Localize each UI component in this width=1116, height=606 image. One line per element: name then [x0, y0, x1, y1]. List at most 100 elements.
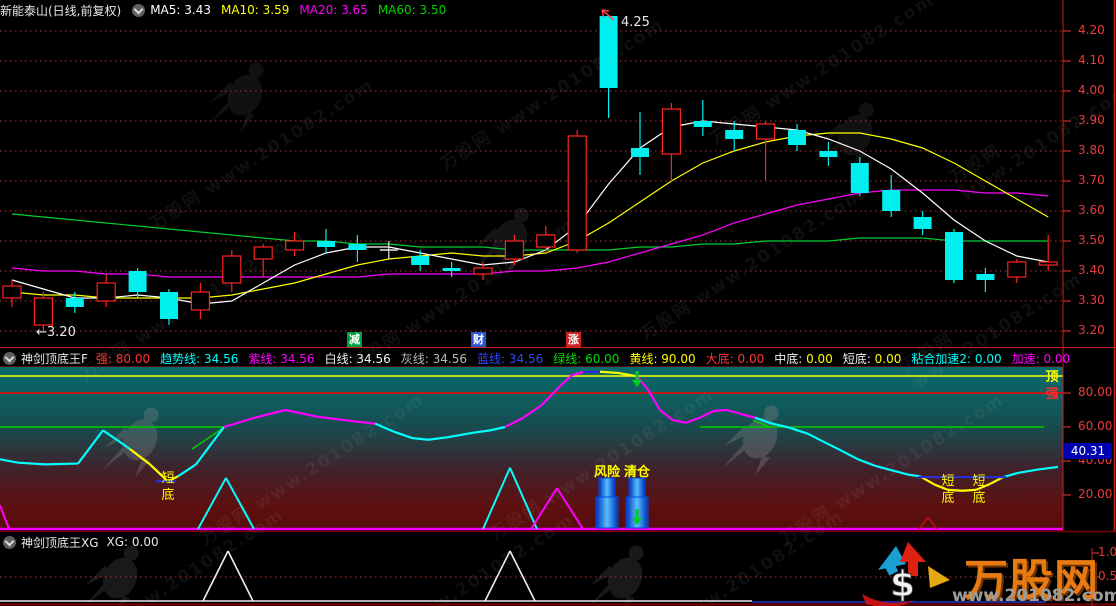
candle-down	[599, 16, 618, 88]
ma-legend-item: MA5: 3.43	[150, 3, 211, 17]
price-axis-label: 3.60	[1078, 203, 1105, 217]
current-value-badge: 40.31	[1064, 443, 1112, 459]
stat-item: 强: 80.00	[95, 351, 151, 366]
candle-down	[128, 271, 147, 292]
stat-item: 粘合加速2: 0.00	[911, 351, 1002, 366]
stock-title: 新能泰山(日线,前复权)	[0, 3, 122, 18]
candle-up	[661, 108, 682, 155]
stat-item: 灰线: 34.56	[400, 351, 467, 366]
candle-down	[788, 130, 806, 145]
candle-down	[850, 163, 869, 193]
ma60-line	[11, 213, 1049, 251]
candle-down	[913, 217, 932, 229]
site-logo-text: 万股网	[964, 555, 1099, 606]
stat-item: 黄线: 90.00	[629, 351, 696, 366]
event-marker[interactable]: 减	[347, 332, 362, 347]
indicator-axis-label: 80.00	[1078, 385, 1113, 399]
indicator-axis-label: 20.00	[1078, 487, 1113, 501]
candle-down	[976, 274, 995, 280]
indicator-values: 强: 80.00 趋势线: 34.56 紫线: 34.56 白线: 34.56 灰线: …	[96, 350, 1080, 367]
price-axis-label: 3.30	[1078, 293, 1105, 307]
candle-down	[160, 292, 178, 319]
candle-down	[411, 256, 430, 265]
chevron-down-icon[interactable]	[3, 535, 16, 549]
price-axis-label: 3.90	[1078, 113, 1105, 127]
candle-down	[693, 121, 712, 127]
stat-item: 短底: 0.00	[842, 351, 902, 366]
stat-item: 大底: 0.00	[705, 351, 765, 366]
candle-up	[536, 234, 556, 248]
event-marker[interactable]: 财	[471, 332, 486, 347]
ma20-line	[11, 189, 1049, 278]
stat-item: 趋势线: 34.56	[160, 351, 239, 366]
candle-down	[442, 268, 461, 271]
price-axis-label: 3.20	[1078, 323, 1105, 337]
ma5-line	[11, 120, 1049, 305]
bird-watermark	[84, 545, 139, 606]
svg-text:←3.20: ←3.20	[36, 325, 76, 340]
candle-down	[882, 190, 901, 211]
candle-up	[33, 297, 54, 326]
candle-up	[1038, 261, 1058, 266]
indicator-axis-label: 60.00	[1078, 419, 1113, 433]
candle-down	[945, 232, 963, 280]
candle-down	[725, 130, 744, 139]
ma-legend-item: MA20: 3.65	[299, 3, 368, 17]
ma-legend-item: MA60: 3.50	[377, 3, 447, 17]
ma10-line	[11, 132, 1049, 299]
indicator-panel-header: 神剑顶底王F 强: 80.00 趋势线: 34.56 紫线: 34.56 白线: 34…	[0, 349, 1116, 367]
candle-up	[504, 240, 524, 260]
bird-watermark	[207, 62, 264, 133]
candle-up	[755, 123, 776, 140]
candle-up	[96, 282, 116, 302]
candle-up	[190, 291, 210, 311]
event-marker[interactable]: 涨	[566, 332, 581, 347]
candle-down	[819, 151, 838, 157]
price-axis-label: 4.10	[1078, 53, 1105, 67]
signal-values: XG: 0.00	[107, 535, 169, 549]
stat-item: 中底: 0.00	[774, 351, 833, 366]
stat-item: 蓝线: 34.56	[477, 351, 544, 366]
watermark-text: 万股网 www.201082.com	[147, 74, 378, 235]
price-axis-label: 3.40	[1078, 263, 1105, 277]
site-logo-mascot: $	[862, 542, 950, 606]
bird-watermark	[472, 207, 529, 278]
price-axis-label: 4.00	[1078, 83, 1105, 97]
indicator-panel-background	[0, 367, 1063, 530]
candle-up	[567, 135, 587, 251]
watermark-text: 万股网 www.201082.com	[707, 0, 938, 150]
price-axis-label: 4.20	[1078, 23, 1105, 37]
stat-item: 加速: 0.00	[1011, 351, 1071, 366]
candle-up	[222, 255, 242, 284]
signal-axis-label: 1.00	[1098, 545, 1116, 559]
candle-down	[317, 241, 335, 247]
candle-down	[631, 148, 649, 157]
candle-up	[253, 246, 273, 260]
svg-text:$: $	[890, 564, 915, 605]
candle-up	[285, 240, 305, 251]
chevron-down-icon[interactable]	[3, 351, 16, 365]
ma-legend-item: MA10: 3.59	[220, 3, 290, 17]
ma-legend: MA5: 3.43 MA10: 3.59 MA20: 3.65 MA60: 3.50	[150, 3, 456, 17]
watermark-text: 万股网 www.201082.com	[637, 184, 868, 345]
stat-item: 紫线: 34.56	[248, 351, 315, 366]
chevron-down-icon[interactable]	[132, 3, 146, 17]
price-axis-label: 3.50	[1078, 233, 1105, 247]
candle-panel-header: 新能泰山(日线,前复权) MA5: 3.43 MA10: 3.59 MA20: 3.…	[0, 1, 1116, 19]
bird-watermark	[589, 545, 644, 606]
candle-up	[2, 285, 22, 299]
watermark-text: 万股网 www.201082.com	[437, 14, 668, 175]
candle-down	[348, 244, 367, 250]
candle-up	[1007, 261, 1027, 278]
stat-item: 绿线: 60.00	[553, 351, 620, 366]
signal-title: 神剑顶底王XG	[21, 535, 99, 550]
stat-item: 白线: 34.56	[324, 351, 391, 366]
signal-panel-header: 神剑顶底王XG XG: 0.00	[0, 533, 1116, 551]
indicator-title: 神剑顶底王F	[21, 351, 88, 366]
bird-watermark	[817, 102, 874, 173]
price-axis-label: 3.80	[1078, 143, 1105, 157]
signal-axis-label: 0.50	[1098, 569, 1116, 583]
price-axis-label: 3.70	[1078, 173, 1105, 187]
candle-down	[65, 298, 84, 307]
